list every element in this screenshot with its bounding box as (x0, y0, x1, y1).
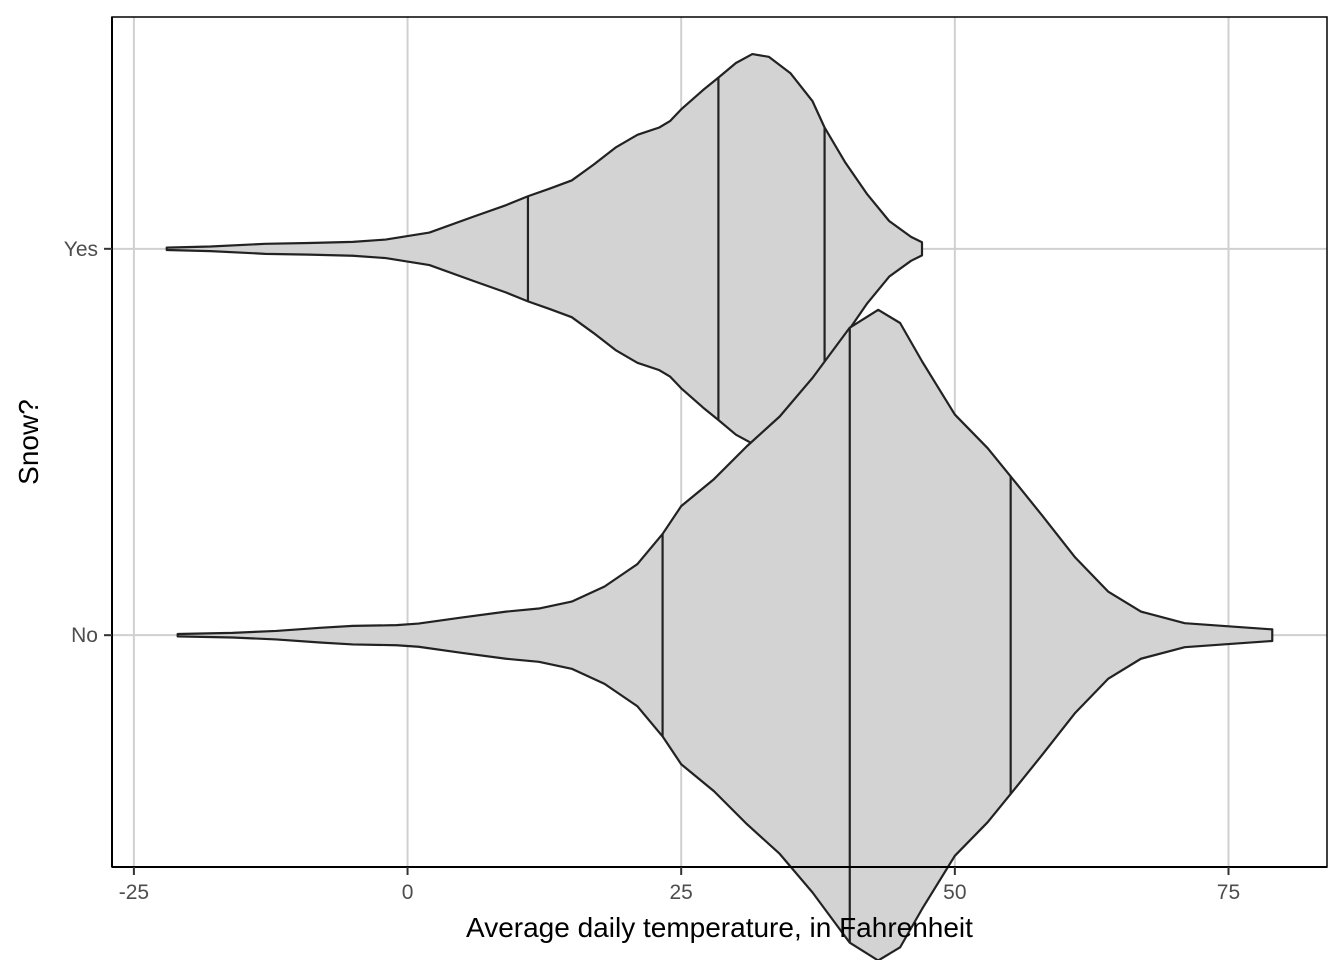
violins (165, 52, 1274, 960)
x-tick-label: -25 (119, 881, 149, 904)
x-axis: -25 0 25 50 75 (112, 866, 1327, 904)
violin-body-no (176, 308, 1274, 960)
x-tick-label: 50 (943, 881, 966, 904)
x-tick-label: 25 (670, 881, 693, 904)
x-tick-label: 0 (402, 881, 414, 904)
violin-yes (165, 52, 924, 445)
violin-body-yes (165, 52, 924, 445)
y-tick-label-yes: Yes (64, 238, 98, 261)
y-tick-label-no: No (71, 624, 98, 647)
violin-no (176, 308, 1274, 960)
y-axis: No Yes (64, 17, 113, 867)
y-axis-title: Snow? (13, 399, 44, 485)
x-axis-title: Average daily temperature, in Fahrenheit (466, 912, 973, 943)
x-tick-label: 75 (1217, 881, 1240, 904)
